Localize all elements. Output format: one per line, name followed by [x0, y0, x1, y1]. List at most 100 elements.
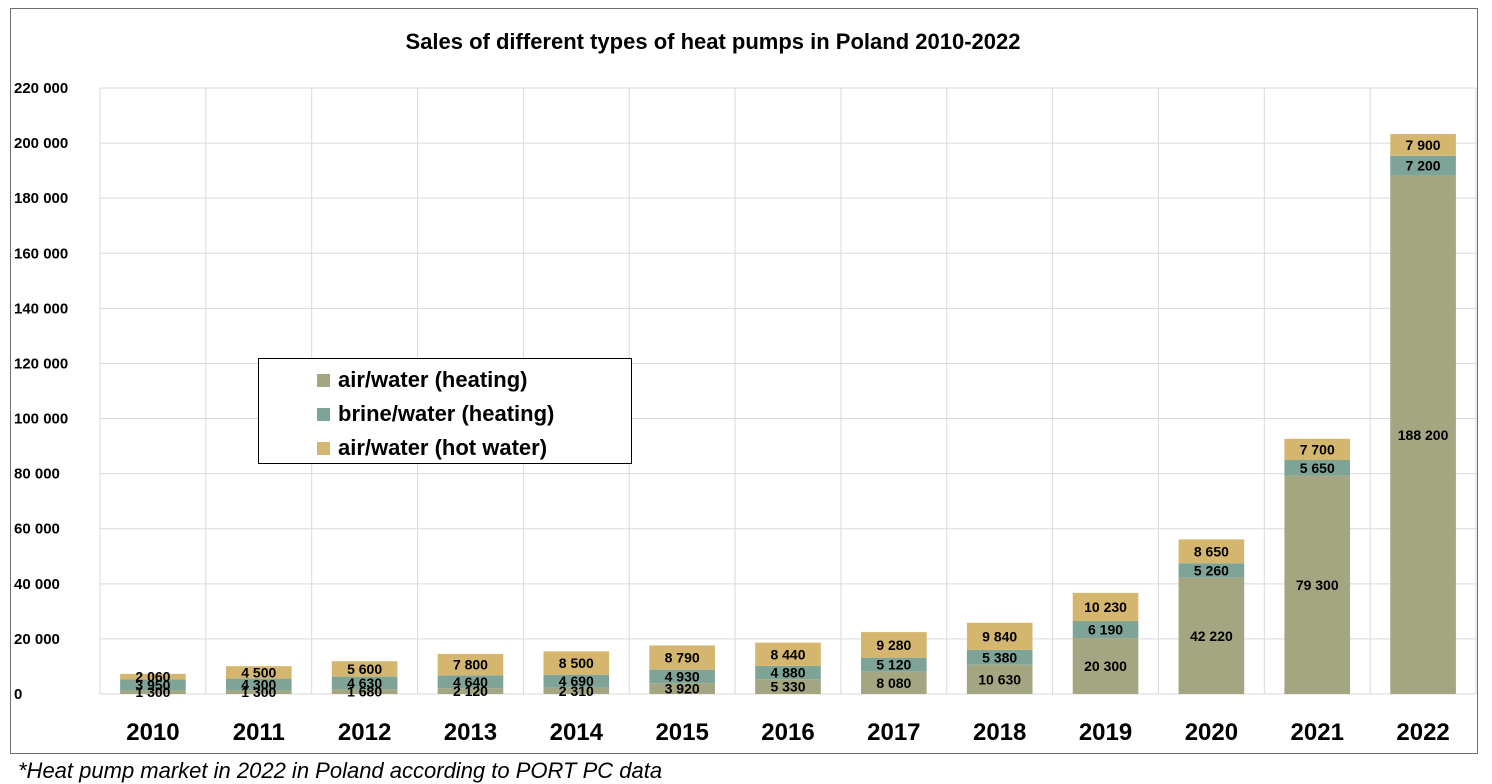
- data-label: 5 120: [876, 657, 911, 673]
- x-tick-label: 2017: [867, 719, 920, 746]
- bar-segment: [755, 642, 821, 666]
- bar-segment: [437, 675, 504, 689]
- bar-segment: [331, 689, 398, 694]
- y-tick-label: 160 000: [14, 245, 68, 262]
- data-label: 5 600: [347, 661, 382, 677]
- data-label: 9 840: [982, 628, 1017, 644]
- chart-frame: [10, 8, 1478, 754]
- data-label: 2 310: [559, 683, 594, 699]
- data-label: 1 680: [347, 684, 382, 700]
- data-label: 7 200: [1406, 158, 1441, 174]
- x-tick-label: 2021: [1291, 719, 1344, 746]
- x-tick-label: 2011: [233, 719, 285, 746]
- data-label: 10 230: [1084, 599, 1127, 615]
- legend-swatch: [317, 373, 330, 387]
- data-label: 2 120: [453, 683, 488, 699]
- data-label: 1 300: [135, 684, 170, 700]
- legend-swatch: [317, 407, 330, 421]
- bar-segment: [120, 673, 186, 680]
- y-tick-label: 80 000: [14, 466, 60, 483]
- data-label: 4 880: [770, 665, 805, 681]
- bar-segment: [543, 687, 610, 694]
- data-label: 6 190: [1088, 622, 1123, 638]
- bar-segment: [1072, 638, 1139, 694]
- bar-segment: [755, 665, 821, 680]
- bar-segment: [1390, 134, 1456, 156]
- data-label: 188 200: [1398, 427, 1449, 443]
- data-label: 5 260: [1194, 562, 1229, 578]
- bar-segment: [1284, 475, 1351, 694]
- y-tick-label: 220 000: [14, 80, 68, 97]
- bars: [120, 134, 1456, 694]
- bar-segment: [331, 661, 398, 677]
- bar-segment: [1390, 155, 1456, 176]
- data-label: 4 640: [453, 674, 488, 690]
- x-tick-label: 2014: [550, 719, 604, 746]
- data-label: 20 300: [1084, 658, 1127, 674]
- bar-segment: [1390, 175, 1456, 694]
- data-label: 1 300: [241, 684, 276, 700]
- bar-segment: [861, 632, 927, 658]
- bar-segment: [225, 690, 292, 694]
- bar-segment: [225, 666, 292, 679]
- bar-segment: [649, 669, 715, 684]
- data-label: 7 700: [1300, 441, 1335, 457]
- bar-segment: [1072, 621, 1139, 639]
- data-label: 5 380: [982, 649, 1017, 665]
- y-tick-label: 60 000: [14, 521, 60, 538]
- y-tick-label: 200 000: [14, 135, 68, 152]
- y-tick-label: 120 000: [14, 355, 68, 372]
- legend-label: air/water (hot water): [338, 435, 548, 460]
- data-label: 8 080: [876, 675, 911, 691]
- y-tick-label: 40 000: [14, 576, 60, 593]
- data-label: 9 280: [876, 637, 911, 653]
- bar-segment: [1284, 438, 1351, 461]
- bar-segment: [1178, 563, 1245, 578]
- y-tick-label: 140 000: [14, 300, 68, 317]
- bar-segment: [1072, 592, 1139, 622]
- bar-segment: [543, 674, 610, 688]
- gridlines: [99, 87, 1477, 695]
- x-tick-label: 2012: [338, 719, 391, 746]
- legend-item-brine-water-heating: brine/water (heating): [317, 397, 631, 431]
- data-label: 4 500: [241, 664, 276, 680]
- x-tick-label: 2016: [761, 719, 814, 746]
- data-label: 79 300: [1296, 577, 1339, 593]
- y-axis-ticks: 0 20 000 40 000 60 000 80 000 100 000 120 000 1…: [14, 80, 68, 703]
- bar-segment: [437, 688, 504, 694]
- chart-title: Sales of different types of heat pumps i…: [406, 29, 1021, 54]
- data-label: 3 920: [665, 681, 700, 697]
- data-label: 4 300: [241, 676, 276, 692]
- bar-segment: [649, 645, 715, 670]
- data-label: 3 950: [135, 677, 170, 693]
- footnote: *Heat pump market in 2022 in Poland acco…: [18, 758, 663, 783]
- data-label: 2 060: [135, 669, 170, 685]
- data-label: 8 500: [559, 655, 594, 671]
- bar-segment: [966, 622, 1033, 650]
- y-tick-label: 100 000: [14, 411, 68, 428]
- legend-swatch: [317, 441, 330, 455]
- data-label: 4 690: [559, 673, 594, 689]
- bar-segment: [1178, 539, 1245, 564]
- bar-segment: [120, 679, 186, 691]
- bar-segment: [331, 676, 398, 690]
- data-label: 4 630: [347, 675, 382, 691]
- data-label: 5 330: [770, 679, 805, 695]
- data-label: 8 790: [665, 650, 700, 666]
- data-label: 4 930: [665, 668, 700, 684]
- bar-segment: [120, 690, 186, 694]
- bar-segment: [966, 649, 1033, 665]
- data-label: 10 630: [978, 671, 1021, 687]
- y-tick-label: 0: [14, 686, 22, 703]
- bar-segment: [225, 678, 292, 691]
- data-label: 42 220: [1190, 628, 1233, 644]
- x-tick-label: 2019: [1079, 719, 1132, 746]
- bar-segment: [1284, 460, 1351, 476]
- data-label: 7 900: [1406, 137, 1441, 153]
- data-label: 8 440: [770, 646, 805, 662]
- x-tick-label: 2010: [126, 719, 179, 746]
- legend-label: brine/water (heating): [338, 401, 555, 426]
- x-tick-label: 2020: [1185, 719, 1238, 746]
